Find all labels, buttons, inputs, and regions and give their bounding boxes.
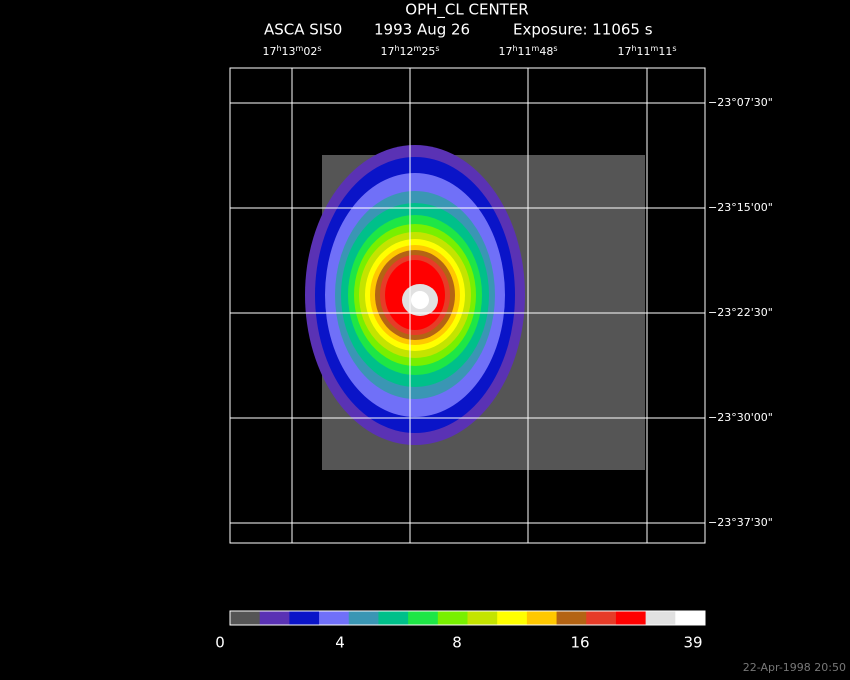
colorbar-cell <box>289 611 320 625</box>
colorbar-cell <box>348 611 379 625</box>
dec-label: −23°15'00" <box>708 201 773 214</box>
ra-label-part: m <box>414 44 422 53</box>
ra-label-part: 48 <box>539 45 553 58</box>
sky-image <box>305 145 645 470</box>
title: OPH_CL CENTER <box>405 1 528 20</box>
colorbar-cell <box>556 611 587 625</box>
colorbar: 0 4 8 16 39 <box>215 610 706 652</box>
ra-label-part: h <box>276 44 281 53</box>
timestamp: 22-Apr-1998 20:50 <box>743 661 846 674</box>
ra-label: 17h13m02s <box>262 44 321 59</box>
exposure: Exposure: 11065 s <box>513 21 653 39</box>
ra-label-part: h <box>394 44 399 53</box>
ra-label-part: 25 <box>421 45 435 58</box>
ra-label-part: 11 <box>637 45 651 58</box>
instrument: ASCA SIS0 <box>264 21 342 39</box>
colorbar-cell <box>675 611 706 625</box>
colorbar-tick-label: 8 <box>452 634 462 652</box>
dec-label: −23°30'00" <box>708 411 773 424</box>
colorbar-cell <box>437 611 468 625</box>
ra-label: 17h12m25s <box>380 44 439 59</box>
coordinate-grid <box>229 67 706 544</box>
ra-label-part: 11 <box>518 45 532 58</box>
ra-label-part: 17 <box>498 45 512 58</box>
ra-label-part: h <box>512 44 517 53</box>
colorbar-tick-label: 0 <box>215 634 225 652</box>
frame <box>229 67 706 544</box>
colorbar-cell <box>615 611 647 625</box>
ra-label-part: m <box>532 44 540 53</box>
dec-label: −23°22'30" <box>708 306 773 319</box>
ra-label-part: m <box>296 44 304 53</box>
dec-label: −23°37'30" <box>708 516 773 529</box>
ra-label-part: 17 <box>617 45 631 58</box>
dec-label: −23°07'30" <box>708 96 773 109</box>
colorbar-cell <box>319 611 350 625</box>
colorbar-cell <box>408 611 439 625</box>
ra-label-part: s <box>435 44 439 53</box>
ra-label-part: h <box>631 44 636 53</box>
ra-label-part: m <box>651 44 659 53</box>
colorbar-cell <box>467 611 498 625</box>
colorbar-cell <box>526 611 558 625</box>
ra-label-part: 02 <box>303 45 317 58</box>
ra-label: 17h11m11s <box>617 44 676 59</box>
colorbar-tick-label: 16 <box>570 634 589 652</box>
colorbar-cell <box>259 611 290 625</box>
ra-label-part: 13 <box>282 45 296 58</box>
intensity-contour <box>411 291 429 309</box>
ra-label-part: s <box>672 44 676 53</box>
axis-labels: 17h13m02s 17h12m25s 17h11m48s 17h11m11s−23°… <box>262 44 772 530</box>
colorbar-cell <box>645 611 676 625</box>
ra-label-part: 17 <box>262 45 276 58</box>
colorbar-frame <box>229 610 706 626</box>
ra-label-part: 11 <box>658 45 672 58</box>
colorbar-cell <box>230 611 261 625</box>
ra-label-part: s <box>553 44 557 53</box>
colorbar-cell <box>497 611 528 625</box>
ra-label: 17h11m48s <box>498 44 557 59</box>
colorbar-cell <box>586 611 617 625</box>
ra-label-part: s <box>317 44 321 53</box>
date: 1993 Aug 26 <box>374 21 470 39</box>
ra-label-part: 17 <box>380 45 394 58</box>
ra-label-part: 12 <box>400 45 414 58</box>
colorbar-tick-label: 4 <box>335 634 345 652</box>
colorbar-tick-label: 39 <box>683 634 702 652</box>
colorbar-cell <box>378 611 409 625</box>
